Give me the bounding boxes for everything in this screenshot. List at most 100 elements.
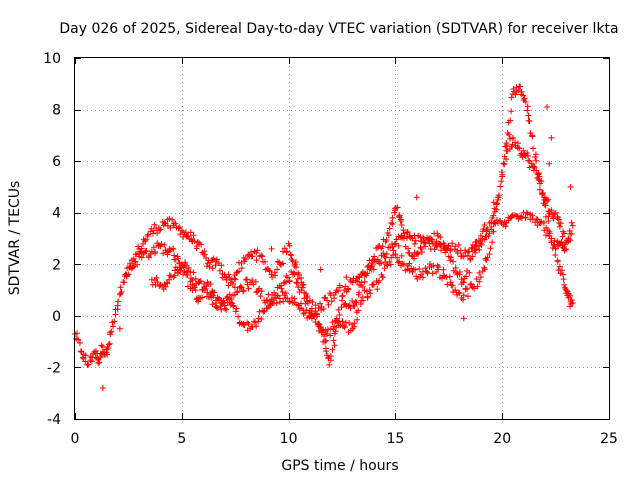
data-point-fill [187,285,194,292]
data-point-fill [434,230,441,237]
data-point-fill [414,250,421,257]
data-point-fill [441,273,448,280]
data-point-fill [554,213,561,220]
data-point-fill [171,267,178,274]
data-point-fill [416,265,423,272]
data-point-fill [203,263,210,270]
data-point-fill [237,283,244,290]
data-point-fill [546,230,553,237]
data-point-fill [201,283,208,290]
data-point-fill [274,266,281,273]
data-point-fill [330,326,337,333]
data-point-fill [522,214,529,221]
data-point-fill [552,209,559,216]
data-point-fill [238,265,245,272]
data-point-fill [335,288,342,295]
data-point-fill [386,225,393,232]
data-point-fill [258,315,265,322]
data-point-fill [364,293,371,300]
data-point-fill [306,313,313,320]
data-point-fill [298,274,305,281]
data-point-fill [357,301,364,308]
data-point-fill [75,336,82,343]
data-point-fill [387,261,394,268]
data-point-fill [464,252,471,259]
data-point-fill [150,227,157,234]
data-point-fill [351,303,358,310]
data-point-fill [114,306,121,313]
data-point-fill [379,274,386,281]
data-point-fill [229,280,236,287]
data-point-fill [458,276,465,283]
data-point-fill [381,253,388,260]
data-point-fill [465,293,472,300]
data-point-fill [228,296,235,303]
data-point-fill [329,346,336,353]
data-point-fill [274,258,281,265]
data-point-fill [389,220,396,227]
data-point-fill [536,180,543,187]
data-point-fill [132,258,139,265]
data-point-fill [374,256,381,263]
data-point-fill [143,247,150,254]
data-point-fill [533,167,540,174]
data-point-fill [190,232,197,239]
data-point-fill [291,271,298,278]
data-point-fill [429,240,436,247]
data-point-fill [225,295,232,302]
data-point-fill [556,263,563,270]
data-point-fill [262,258,269,265]
data-point-fill [283,248,290,255]
data-point-fill [187,229,194,236]
data-point-fill [382,254,389,261]
chart-title: Day 026 of 2025, Sidereal Day-to-day VTE… [59,21,618,37]
data-point-fill [286,278,293,285]
y-tick-label: 10 [43,51,61,67]
data-point-fill [459,253,466,260]
data-point-fill [412,237,419,244]
data-point-fill [484,254,491,261]
data-point [477,274,484,281]
data-point-fill [442,247,449,254]
data-point-fill [209,301,216,308]
data-point-fill [492,220,499,227]
data-point-fill [450,258,457,265]
data-point-fill [374,286,381,293]
y-tick-label: -4 [47,412,61,428]
data-point-fill [117,290,124,297]
data-point-fill [364,270,371,277]
data-point-fill [558,267,565,274]
data-point-fill [105,341,112,348]
data-point-fill [320,338,327,345]
data-point-fill [329,319,336,326]
data-point-fill [252,319,259,326]
data-point-fill [299,284,306,291]
data-point-fill [398,252,405,259]
data-point-fill [230,303,237,310]
data-point-fill [282,290,289,297]
data-point-fill [497,183,504,190]
data-point-fill [407,234,414,241]
data-point-fill [289,257,296,264]
data-point-fill [107,331,114,338]
data-point-fill [175,255,182,262]
data-point-fill [520,97,527,104]
data-point-fill [555,216,562,223]
data-point-fill [192,287,199,294]
data-point-fill [355,273,362,280]
data-point-fill [376,277,383,284]
data-point-fill [279,289,286,296]
data-point-fill [508,108,515,115]
data-point-fill [464,285,471,292]
data-point-fill [117,284,124,291]
data-point [148,248,155,255]
data-point-fill [145,231,152,238]
data-point-fill [346,302,353,309]
data-point-fill [567,301,574,308]
data-point-fill [526,117,533,124]
data-point [221,302,228,309]
data-point-fill [209,265,216,272]
data-point-fill [244,319,251,326]
data-point-fill [395,259,402,266]
data-point-fill [231,275,238,282]
